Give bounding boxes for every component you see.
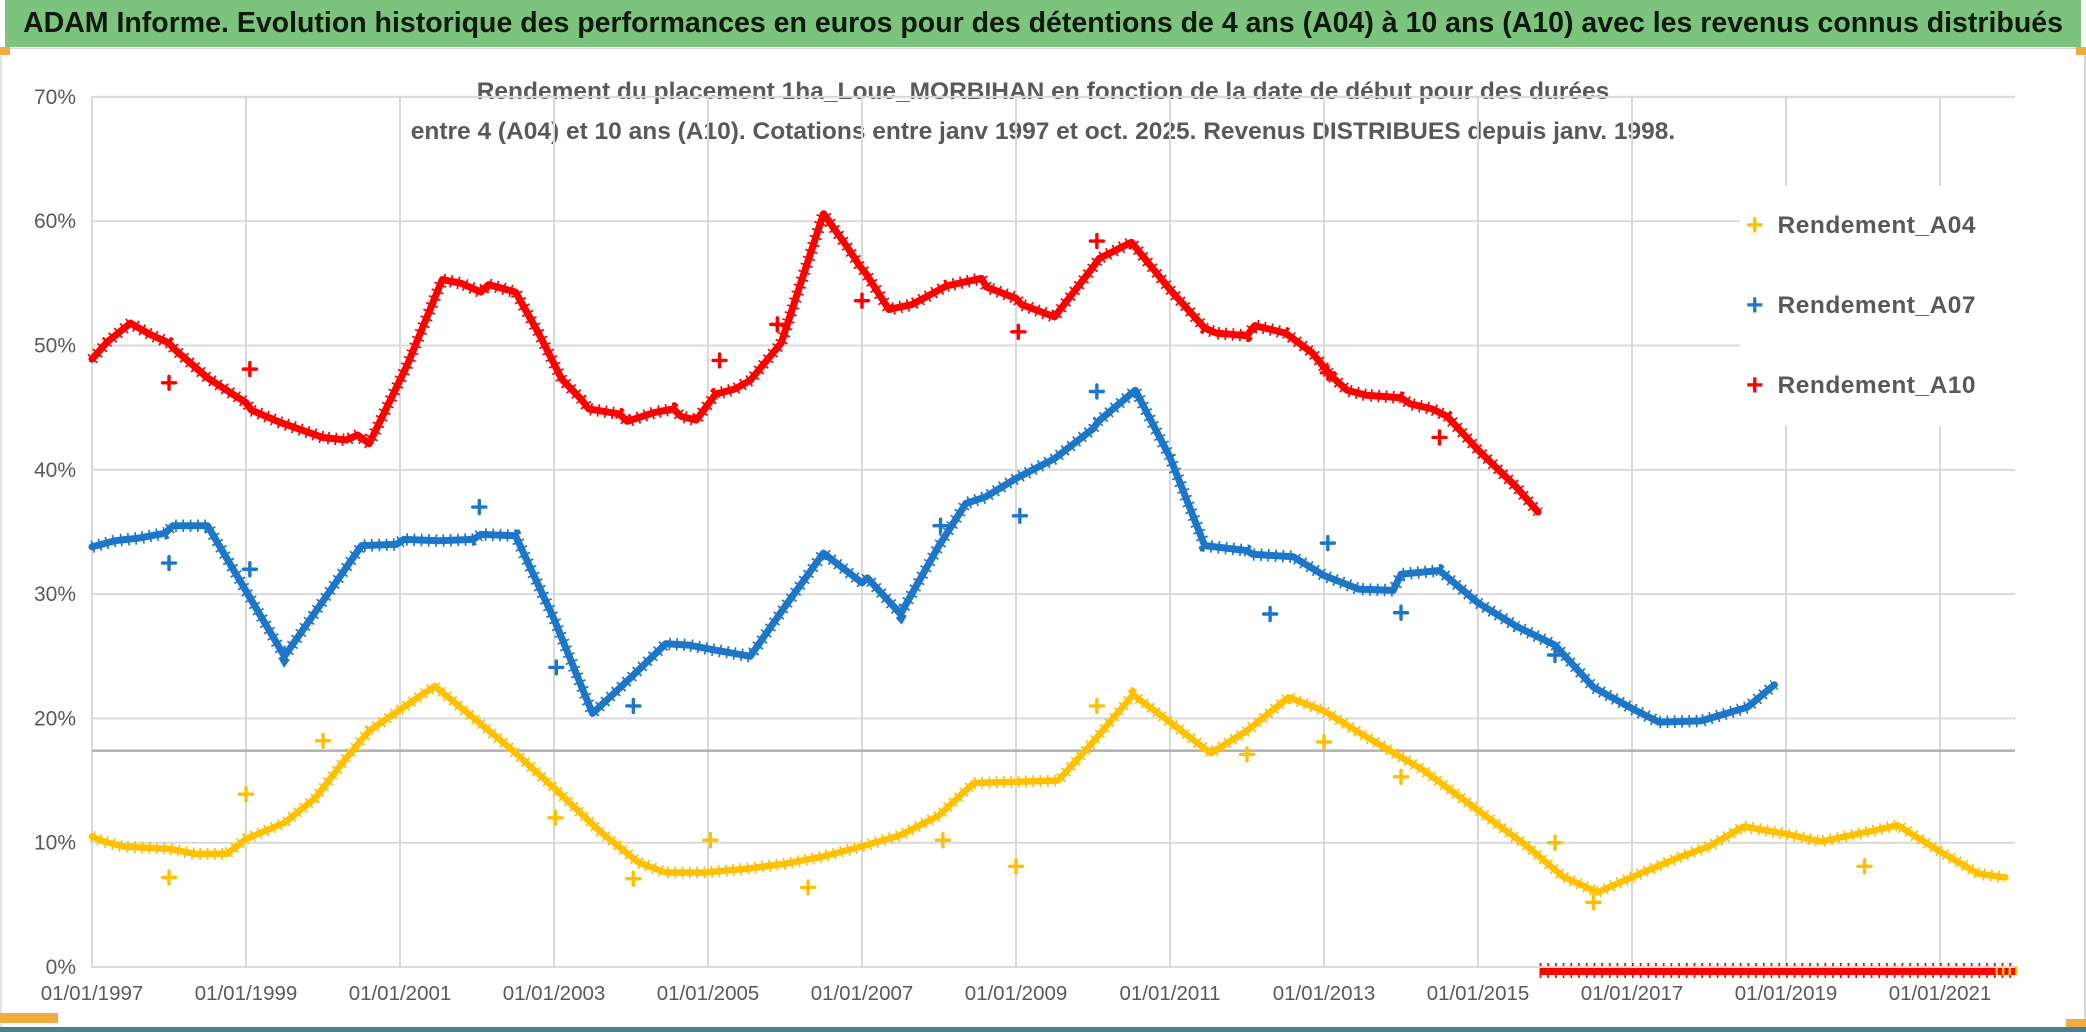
- x-tick-label: 01/01/1999: [195, 982, 298, 1005]
- plus-marker-icon: +: [1746, 289, 1764, 322]
- page-title: ADAM Informe. Evolution historique des p…: [23, 7, 2063, 39]
- legend-item-a07[interactable]: + Rendement_A07: [1740, 289, 2016, 322]
- gold-accent-top-right: [2076, 47, 2086, 55]
- gold-accent-top-left: [0, 47, 10, 55]
- title-bar: ADAM Informe. Evolution historique des p…: [5, 0, 2081, 47]
- legend-label: Rendement_A10: [1777, 372, 1977, 399]
- x-tick-label: 01/01/2001: [349, 982, 452, 1005]
- x-tick-label: 01/01/2005: [657, 982, 760, 1005]
- x-tick-label: 01/01/1997: [41, 982, 144, 1005]
- y-tick-label: 70%: [34, 86, 76, 109]
- plus-marker-icon: +: [1746, 369, 1764, 402]
- y-tick-label: 0%: [46, 956, 76, 979]
- chart-title: Rendement du placement 1ha_Loue_MORBIHAN…: [0, 72, 2086, 152]
- series-line-Rendement_A04: [88, 682, 2009, 896]
- y-tick-label: 50%: [34, 335, 76, 358]
- series-line-Rendement_A07: [88, 386, 1778, 726]
- x-tick-label: 01/01/2003: [503, 982, 606, 1005]
- y-tick-label: 10%: [34, 832, 76, 855]
- legend-label: Rendement_A07: [1777, 292, 1977, 319]
- x-tick-label: 01/01/2017: [1581, 982, 1684, 1005]
- x-tick-label: 01/01/2019: [1735, 982, 1838, 1005]
- legend-item-a04[interactable]: + Rendement_A04: [1740, 209, 2016, 242]
- chart-title-line-2: entre 4 (A04) et 10 ans (A10). Cotations…: [410, 118, 1676, 145]
- chart-title-line-1: Rendement du placement 1ha_Loue_MORBIHAN…: [476, 78, 1610, 105]
- x-tick-label: 01/01/2007: [811, 982, 914, 1005]
- x-tick-label: 01/01/2015: [1427, 982, 1530, 1005]
- series-line-Rendement_A10: [88, 210, 1542, 516]
- x-tick-label: 01/01/2021: [1889, 982, 1992, 1005]
- y-tick-label: 40%: [34, 459, 76, 482]
- legend-item-a10[interactable]: + Rendement_A10: [1740, 369, 2016, 402]
- plus-marker-icon: +: [1746, 209, 1764, 242]
- x-tick-label: 01/01/2011: [1119, 982, 1220, 1005]
- bottom-border-bar: [0, 1027, 2086, 1032]
- series-markers-Rendement_A10: [87, 199, 1543, 517]
- x-tick-label: 01/01/2009: [965, 982, 1068, 1005]
- gold-accent-bottom-left: [0, 1013, 58, 1023]
- chart-legend: + Rendement_A04 + Rendement_A07 + Rendem…: [1740, 186, 2016, 426]
- y-tick-label: 60%: [34, 210, 76, 233]
- x-tick-label: 01/01/2013: [1273, 982, 1376, 1005]
- header-divider: [0, 48, 2086, 49]
- legend-label: Rendement_A04: [1777, 212, 1977, 239]
- y-tick-label: 20%: [34, 707, 76, 730]
- y-tick-label: 30%: [34, 583, 76, 606]
